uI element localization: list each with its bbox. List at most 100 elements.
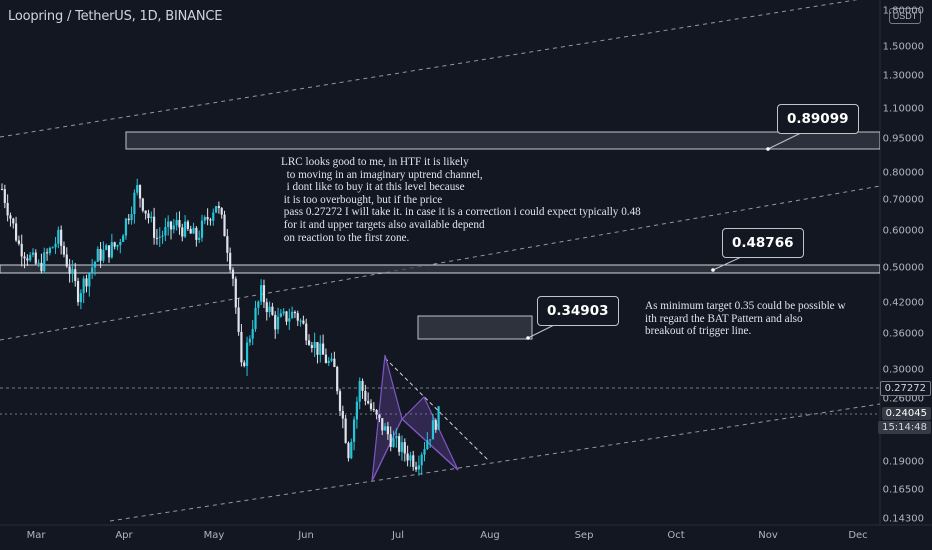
candle-up (88, 273, 91, 287)
price-tick: 1.50000 (882, 41, 924, 53)
candle-down (0, 188, 4, 190)
candle-up (282, 311, 285, 314)
candle-up (352, 419, 356, 442)
candle-up (110, 242, 113, 258)
candle-down (333, 358, 336, 367)
time-tick: May (203, 530, 225, 541)
last-price-tag: 0.24045 (881, 407, 931, 420)
candle-down (341, 410, 344, 419)
candle-down (62, 245, 66, 255)
candle-up (82, 278, 85, 294)
candle-up (330, 358, 333, 361)
time-tick: Dec (848, 530, 868, 541)
candle-up (198, 237, 201, 240)
time-tick: Mar (26, 530, 46, 541)
callout-0.34903[interactable]: 0.34903 (537, 296, 619, 326)
candle-down (412, 455, 415, 467)
time-tick: Apr (115, 530, 133, 541)
price-tick: 1.80000 (882, 5, 924, 16)
candle-up (291, 311, 294, 319)
candle-down (293, 311, 297, 314)
candle-up (93, 261, 97, 268)
candle-down (347, 442, 350, 459)
channel-line-middle[interactable] (0, 185, 880, 341)
callout-0.89099[interactable]: 0.89099 (777, 104, 859, 134)
candle-up (383, 426, 387, 431)
candle-down (220, 208, 223, 215)
candle-up (164, 227, 167, 236)
candle-down (144, 210, 147, 214)
price-tick: 0.36000 (882, 328, 924, 340)
candle-up (79, 293, 82, 303)
candle-down (344, 418, 347, 443)
candle-up (313, 342, 316, 349)
candle-down (181, 227, 184, 237)
candle-up (350, 441, 353, 459)
candle-down (127, 218, 130, 221)
candle-up (276, 316, 280, 330)
candle-down (3, 189, 6, 203)
candle-down (40, 262, 43, 272)
candle-up (57, 229, 60, 244)
price-tick: 0.42000 (882, 297, 924, 309)
zone-0.48766[interactable] (0, 264, 880, 274)
candle-up (122, 235, 125, 242)
callout-0.48766[interactable]: 0.48766 (722, 228, 804, 258)
price-tick: 0.14300 (882, 513, 924, 525)
candle-up (161, 235, 164, 237)
candle-up (124, 218, 128, 236)
candle-down (223, 214, 226, 237)
candle-up (437, 406, 440, 430)
candle-down (209, 219, 212, 221)
candle-down (372, 408, 375, 411)
countdown-tag: 15:14:48 (878, 421, 931, 434)
candle-up (167, 221, 170, 228)
candle-up (71, 269, 74, 274)
currency-badge[interactable]: USDT (889, 8, 921, 24)
candle-down (26, 258, 29, 261)
candle-down (155, 237, 159, 239)
candle-down (338, 391, 342, 411)
candle-up (319, 343, 322, 355)
candle-down (322, 343, 325, 355)
candle-up (327, 360, 330, 363)
candle-down (68, 266, 71, 274)
candle-down (217, 206, 220, 209)
candle-up (130, 214, 133, 221)
candle-up (355, 401, 359, 420)
candle-up (260, 285, 263, 302)
candle-down (34, 252, 37, 264)
candle-down (361, 381, 364, 391)
candle-down (178, 220, 181, 228)
trigger-line[interactable] (384, 357, 489, 461)
candle-up (172, 225, 175, 230)
candle-up (51, 247, 54, 249)
candle-down (141, 198, 144, 211)
candle-up (96, 248, 99, 262)
candle-down (316, 342, 319, 355)
callout-pointer-0.89099 (767, 130, 806, 150)
candle-up (400, 442, 404, 452)
candle-up (299, 320, 302, 322)
candle-down (336, 366, 339, 392)
candle-down (12, 218, 15, 224)
candle-up (395, 436, 398, 439)
candle-down (386, 426, 389, 435)
zone-0.89099[interactable] (125, 131, 880, 150)
note-right[interactable]: As minimum target 0.35 could be possible… (645, 300, 846, 338)
candle-down (375, 410, 378, 415)
channel-line-lower[interactable] (109, 403, 880, 522)
callout-anchor-0.89099 (766, 147, 770, 151)
note-main[interactable]: LRC looks good to me, in HTF it is likel… (281, 156, 641, 244)
candle-down (324, 354, 328, 363)
candle-down (406, 453, 409, 461)
candle-down (195, 227, 198, 240)
candle-down (243, 362, 246, 366)
candle-down (381, 418, 384, 431)
zone-0.34903[interactable] (417, 315, 533, 340)
candle-up (392, 438, 395, 447)
price-tick: 1.10000 (882, 103, 924, 115)
price-tick: 0.80000 (882, 167, 924, 179)
time-tick: Jun (298, 530, 314, 541)
